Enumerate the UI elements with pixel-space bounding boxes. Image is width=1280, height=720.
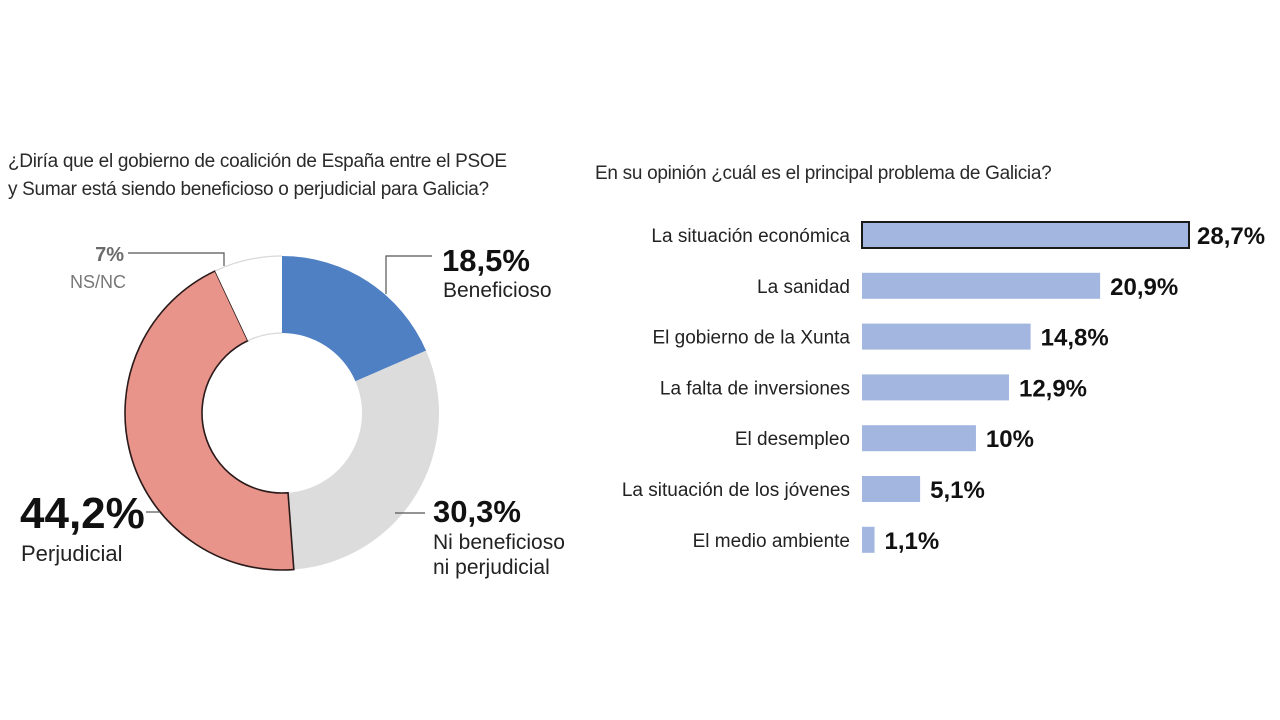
bar-value-label: 5,1% [930,477,985,504]
donut-slice-outline-nsnc [214,255,283,272]
bar-value-label: 10% [986,426,1034,453]
donut-slice-ni [288,350,440,570]
leader-line-beneficioso [385,255,432,294]
bar [862,374,1009,401]
bar [861,221,1190,249]
bar-value-label: 14,8% [1041,325,1109,352]
slice-label-perjudicial: Perjudicial [21,541,123,566]
slice-label-ni-line2: ni perjudicial [433,556,550,579]
bar-category-label: La falta de inversiones [660,378,850,399]
donut-slice-nsnc [215,256,282,341]
bar-category-label: El desempleo [735,429,850,450]
donut-slice-perjudicial [124,269,295,571]
bar-value-label: 12,9% [1019,375,1087,402]
donut-title-line: ¿Diría que el gobierno de coalición de E… [8,151,507,172]
bar [862,323,1031,350]
donut-slice-inner-outline-nsnc [247,332,283,342]
bar [862,425,976,452]
bar [862,476,921,502]
bar-category-label: La sanidad [757,277,850,298]
bar-category-label: La situación económica [651,226,850,247]
slice-value-ni: 30,3% [433,494,521,529]
slice-value-perjudicial: 44,2% [20,489,145,538]
slice-value-beneficioso: 18,5% [442,243,530,278]
slice-label-ni-line1: Ni beneficioso [433,531,565,554]
slice-label-nsnc: NS/NC [70,272,126,292]
bar-category-label: El medio ambiente [693,531,850,552]
donut-title-line: y Sumar está siendo beneficioso o perjud… [8,179,489,200]
bar-category-label: La situación de los jóvenes [622,480,850,501]
bar [862,272,1101,299]
bar-value-label: 20,9% [1110,274,1178,301]
bar-chart: La situación económica 28,7% La sanidad 20,… [622,221,1265,555]
donut-chart [124,255,440,571]
donut-labels: 7% NS/NC 18,5% Beneficioso 30,3% Ni bene… [20,243,565,579]
slice-label-beneficioso: Beneficioso [443,279,552,302]
donut-chart-title: ¿Diría que el gobierno de coalición de E… [8,148,568,204]
bar-value-label: 28,7% [1197,223,1265,250]
leader-line-nsnc [128,252,225,266]
bar-category-label: El gobierno de la Xunta [652,328,850,349]
bar-value-label: 1,1% [885,528,940,555]
donut-slice-beneficioso [282,256,427,382]
bar-chart-title: En su opinión ¿cuál es el principal prob… [595,163,1052,184]
slice-value-nsnc: 7% [95,244,124,266]
bar [862,526,875,553]
